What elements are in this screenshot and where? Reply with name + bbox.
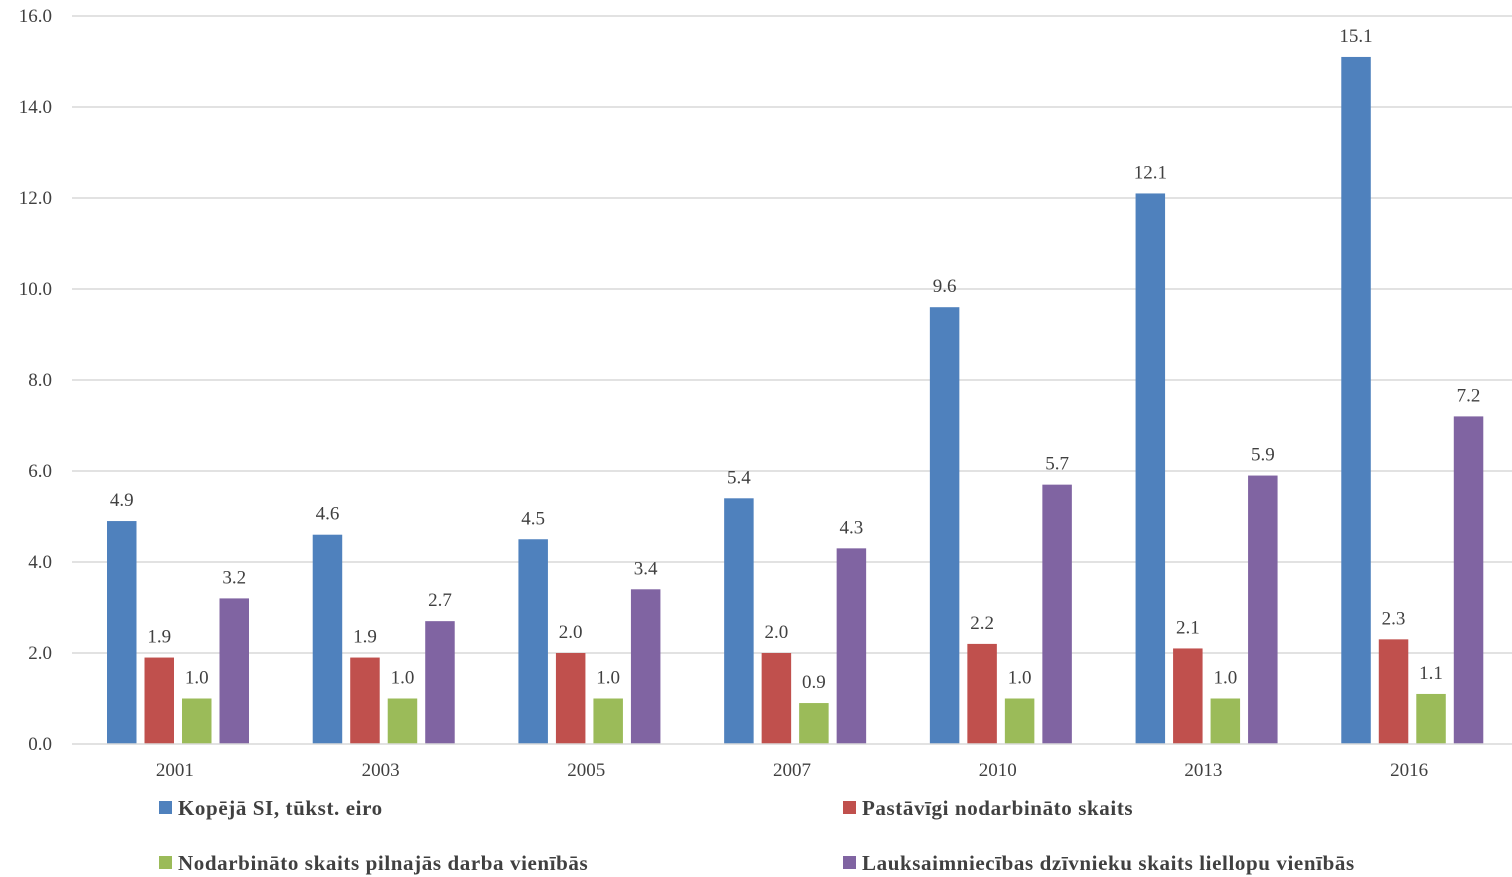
bar: [425, 621, 455, 744]
y-tick-label: 6.0: [28, 461, 52, 482]
y-tick-label: 12.0: [19, 188, 52, 209]
bar: [1416, 693, 1446, 744]
legend-swatch: [843, 856, 856, 869]
bar: [1248, 475, 1278, 744]
bar: [219, 598, 249, 744]
data-label: 4.5: [521, 508, 545, 529]
bar: [555, 653, 586, 744]
data-label: 7.2: [1457, 385, 1481, 406]
bar: [761, 653, 792, 744]
data-label: 1.0: [1213, 668, 1237, 689]
y-tick-label: 2.0: [28, 643, 52, 664]
x-tick-label: 2001: [156, 760, 194, 781]
y-tick-label: 10.0: [19, 279, 52, 300]
data-label: 1.9: [147, 627, 171, 648]
bar: [929, 307, 960, 744]
bar: [1135, 193, 1166, 744]
legend-swatch: [843, 801, 856, 814]
bar: [350, 657, 380, 744]
data-label: 1.9: [353, 627, 377, 648]
legend: Kopējā SI, tūkst. eiro Pastāvīgi nodarbin…: [159, 796, 1355, 875]
bars: [107, 56, 1484, 744]
data-label: 1.0: [391, 668, 415, 689]
data-label: 2.0: [559, 622, 583, 643]
bar: [836, 548, 867, 744]
legend-item: Kopējā SI, tūkst. eiro: [159, 796, 383, 820]
legend-swatch: [159, 801, 172, 814]
bar: [1173, 648, 1203, 744]
gridlines: [72, 15, 1512, 654]
bar: [107, 521, 137, 744]
data-label: 0.9: [802, 672, 826, 693]
data-label: 5.7: [1045, 454, 1069, 475]
y-tick-label: 14.0: [19, 97, 52, 118]
data-label: 3.4: [634, 558, 658, 579]
bar: [1453, 416, 1484, 744]
bar: [312, 534, 343, 744]
y-tick-label: 4.0: [28, 552, 52, 573]
x-tick-label: 2013: [1184, 760, 1222, 781]
data-label: 5.9: [1251, 445, 1275, 466]
bar: [1378, 639, 1409, 744]
legend-label: Kopējā SI, tūkst. eiro: [178, 796, 383, 820]
y-tick-label: 0.0: [28, 734, 52, 755]
data-label: 4.3: [840, 517, 864, 538]
bar: [630, 589, 661, 744]
data-label: 5.4: [727, 467, 751, 488]
data-label: 1.0: [185, 668, 209, 689]
legend-label: Pastāvīgi nodarbināto skaits: [862, 796, 1133, 820]
x-tick-label: 2003: [362, 760, 400, 781]
bar: [518, 539, 548, 744]
bar: [799, 703, 829, 744]
bar: [1042, 484, 1072, 744]
bar: [1210, 698, 1241, 744]
legend-item: Nodarbināto skaits pilnajās darba vienīb…: [159, 851, 588, 875]
data-label: 2.0: [765, 622, 789, 643]
bar: [593, 698, 623, 744]
bar: [1341, 56, 1371, 744]
x-tick-label: 2010: [979, 760, 1017, 781]
data-labels: 4.9 4.6 4.5 5.4 9.6 12.1 15.1 1.9 1.9 2.0 2.0 2.2 2.…: [110, 26, 1481, 693]
bar: [724, 498, 754, 744]
data-label: 2.1: [1176, 617, 1200, 638]
data-label: 3.2: [222, 567, 246, 588]
data-label: 1.0: [1008, 668, 1032, 689]
data-label: 2.3: [1382, 608, 1406, 629]
data-label: 15.1: [1339, 26, 1372, 47]
data-label: 4.6: [316, 504, 340, 525]
y-tick-label: 16.0: [19, 6, 52, 27]
legend-item: Pastāvīgi nodarbināto skaits: [843, 796, 1133, 820]
x-tick-label: 2007: [773, 760, 811, 781]
data-label: 1.0: [596, 668, 620, 689]
legend-swatch: [159, 856, 172, 869]
legend-item: Lauksaimniecības dzīvnieku skaits liello…: [843, 851, 1355, 875]
y-axis-tick-labels: 0.0 2.0 4.0 6.0 8.0 10.0 12.0 14.0 16.0: [19, 6, 52, 755]
x-tick-label: 2005: [567, 760, 605, 781]
bar: [182, 698, 212, 744]
legend-label: Nodarbināto skaits pilnajās darba vienīb…: [178, 851, 588, 875]
legend-label: Lauksaimniecības dzīvnieku skaits liello…: [862, 851, 1355, 875]
bar: [144, 657, 174, 744]
bar: [1004, 698, 1035, 744]
bar: [387, 698, 418, 744]
bar: [967, 643, 997, 744]
x-tick-label: 2016: [1390, 760, 1428, 781]
y-tick-label: 8.0: [28, 370, 52, 391]
x-axis: 2001 2003 2005 2007 2010 2013 2016: [72, 743, 1512, 781]
data-label: 4.9: [110, 490, 134, 511]
data-label: 2.7: [428, 590, 452, 611]
data-label: 2.2: [970, 613, 994, 634]
data-label: 1.1: [1419, 663, 1443, 684]
data-label: 12.1: [1134, 162, 1167, 183]
data-label: 9.6: [933, 276, 957, 297]
